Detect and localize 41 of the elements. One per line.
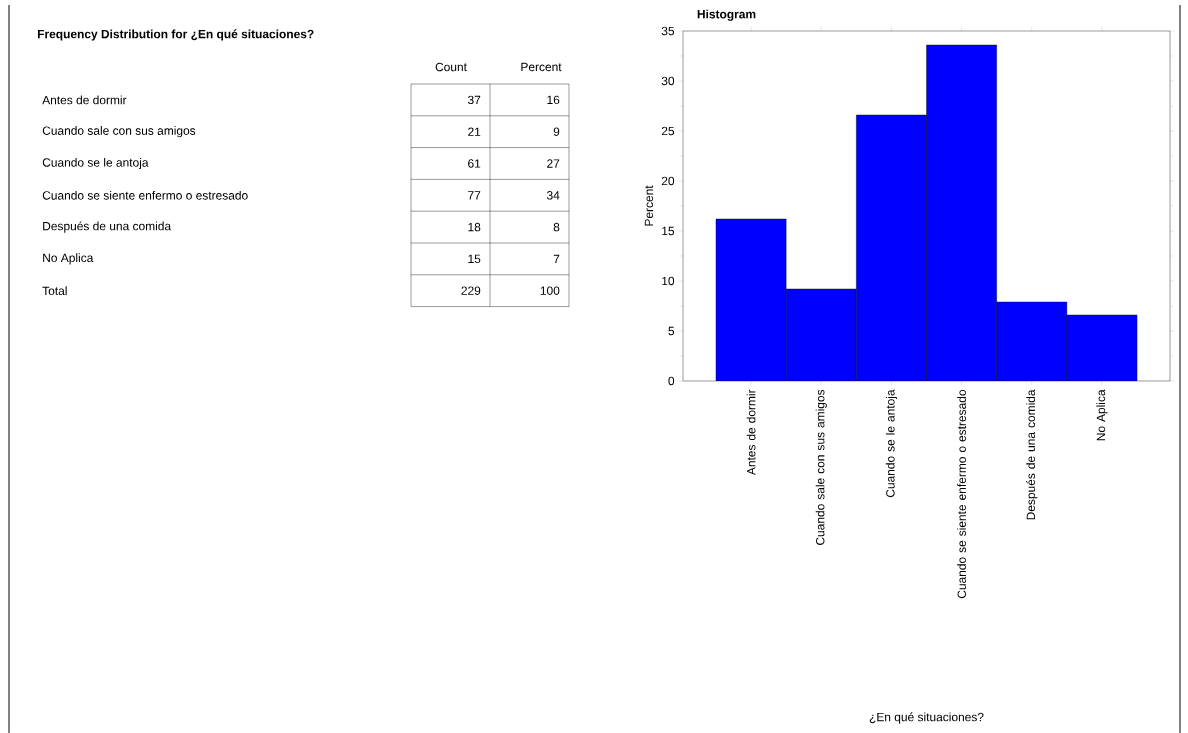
- data-label: 37: [467, 95, 481, 104]
- data-label: 15: [468, 254, 481, 263]
- category-label: Antes de dormir: [42, 95, 127, 105]
- y-tick-label: 30: [661, 76, 675, 85]
- category-label: Cuando se siente enfermo o estresado: [42, 190, 248, 200]
- text: Percent: [521, 62, 562, 71]
- data-label: 77: [468, 190, 481, 200]
- y-tick-label: 5: [668, 326, 675, 335]
- x-axis-title: ¿En qué situaciones?: [869, 712, 984, 724]
- data-label: 229: [461, 286, 481, 295]
- x-tick-label: No Aplica: [1096, 389, 1108, 441]
- category-label: Total: [42, 286, 67, 295]
- x-tick-label: Cuando se siente enfermo o estresado: [957, 389, 966, 598]
- x-tick-label: Cuando sale con sus amigos: [815, 389, 827, 545]
- y-tick-label: 25: [661, 126, 675, 135]
- data-label: 18: [468, 222, 481, 232]
- data-label: 9: [553, 127, 560, 136]
- y-axis-title: Percent: [644, 185, 654, 226]
- data-label: 7: [553, 254, 560, 263]
- category-label: Después de una comida: [43, 221, 172, 233]
- x-tick-label: Cuando se le antoja: [885, 389, 897, 497]
- y-tick-label: 15: [662, 226, 675, 235]
- y-tick-label: 35: [661, 26, 675, 35]
- y-tick-label: 10: [662, 276, 675, 285]
- text: Frequency Distribution for ¿En qué situaciones?: [37, 29, 314, 41]
- data-label: 21: [468, 127, 481, 136]
- data-label: 27: [547, 159, 560, 168]
- data-label: 16: [547, 95, 560, 104]
- x-tick-label: Antes de dormir: [746, 389, 756, 475]
- y-tick-label: 20: [661, 176, 675, 185]
- data-label: 34: [546, 190, 560, 200]
- category-label: Cuando sale con sus amigos: [42, 125, 196, 138]
- category-label: No Aplica: [43, 253, 94, 265]
- x-tick-label: Después de una comida: [1026, 389, 1038, 520]
- text: Count: [435, 62, 467, 71]
- data-label: 100: [540, 286, 560, 295]
- category-label: Cuando se le antoja: [42, 157, 149, 169]
- y-tick-label: 0: [668, 376, 675, 385]
- chart-title: Histogram: [697, 9, 756, 21]
- data-label: 8: [553, 222, 560, 232]
- data-label: 61: [468, 159, 481, 168]
